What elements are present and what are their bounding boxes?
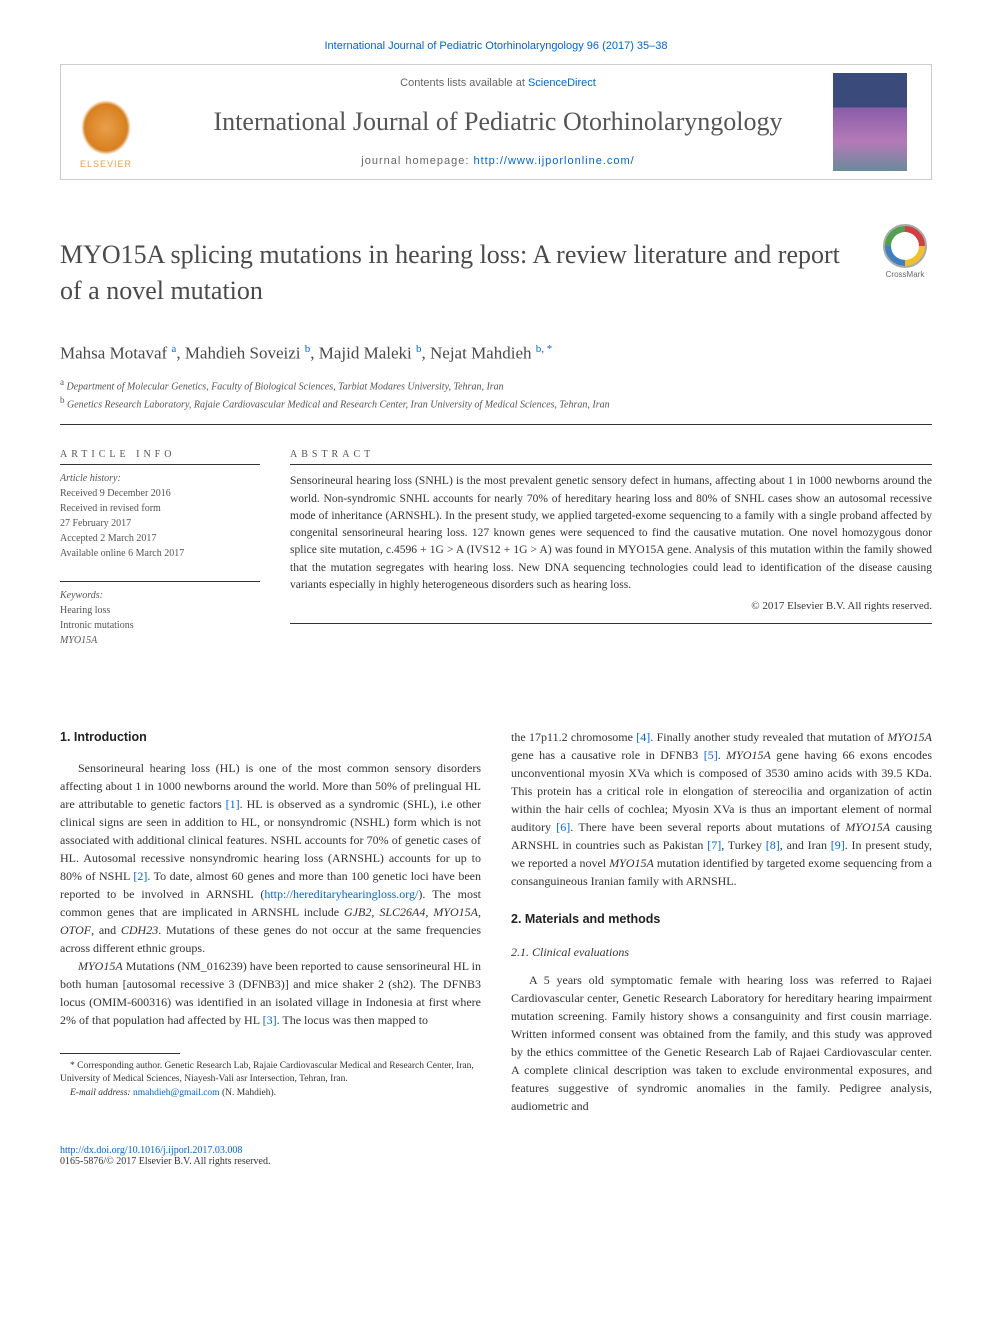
hereditary-hearing-loss-link[interactable]: http://hereditaryhearingloss.org/	[264, 887, 418, 901]
divider-rule	[60, 424, 932, 425]
elsevier-label: ELSEVIER	[80, 159, 132, 169]
left-column: 1. Introduction Sensorineural hearing lo…	[60, 728, 481, 1115]
homepage-link[interactable]: http://www.ijporlonline.com/	[473, 155, 634, 167]
elsevier-tree-icon	[81, 100, 131, 155]
intro-paragraph-2: MYO15A Mutations (NM_016239) have been r…	[60, 957, 481, 1029]
journal-header: ELSEVIER Contents lists available at Sci…	[60, 64, 932, 180]
article-info-header: ARTICLE INFO	[60, 449, 260, 460]
intro-paragraph-1: Sensorineural hearing loss (HL) is one o…	[60, 759, 481, 957]
keywords-label: Keywords:	[60, 588, 260, 603]
history-label: Article history:	[60, 471, 260, 486]
text-run: , and Iran	[780, 838, 831, 852]
journal-cover-thumbnail	[833, 73, 907, 171]
affiliations: a Department of Molecular Genetics, Facu…	[60, 376, 932, 413]
abstract-copyright: © 2017 Elsevier B.V. All rights reserved…	[290, 598, 932, 615]
affiliation-a-text: Department of Molecular Genetics, Facult…	[67, 381, 504, 392]
crossmark-icon	[883, 224, 927, 268]
article-title: MYO15A splicing mutations in hearing los…	[60, 237, 858, 307]
email-link[interactable]: nmahdieh@gmail.com	[133, 1088, 220, 1098]
affiliation-b-text: Genetics Research Laboratory, Rajaie Car…	[67, 399, 610, 410]
right-column: the 17p11.2 chromosome [4]. Finally anot…	[511, 728, 932, 1115]
ref-link-5[interactable]: [5]	[704, 748, 718, 762]
journal-cover-cell	[825, 65, 931, 179]
doi-link[interactable]: http://dx.doi.org/10.1016/j.ijporl.2017.…	[60, 1145, 242, 1156]
history-line: 27 February 2017	[60, 516, 260, 531]
text-run: . The locus was then mapped to	[277, 1013, 428, 1027]
journal-name: International Journal of Pediatric Otorh…	[181, 107, 815, 137]
contents-available-line: Contents lists available at ScienceDirec…	[181, 77, 815, 89]
page-footer: http://dx.doi.org/10.1016/j.ijporl.2017.…	[60, 1145, 932, 1167]
section-2-heading: 2. Materials and methods	[511, 910, 932, 929]
article-info-column: ARTICLE INFO Article history: Received 9…	[60, 449, 260, 668]
email-line: E-mail address: nmahdieh@gmail.com (N. M…	[60, 1087, 481, 1100]
section-1-heading: 1. Introduction	[60, 728, 481, 747]
methods-paragraph-1: A 5 years old symptomatic female with he…	[511, 971, 932, 1115]
crossmark-label: CrossMark	[878, 270, 932, 279]
ref-link-9[interactable]: [9]	[831, 838, 845, 852]
keyword-gene: MYO15A	[60, 635, 97, 646]
affiliation-b: b Genetics Research Laboratory, Rajaie C…	[60, 394, 932, 412]
crossmark-badge[interactable]: CrossMark	[878, 224, 932, 279]
contents-prefix: Contents lists available at	[400, 77, 528, 89]
email-suffix: (N. Mahdieh).	[220, 1088, 276, 1098]
text-run: the 17p11.2 chromosome	[511, 730, 636, 744]
ref-link-4[interactable]: [4]	[636, 730, 650, 744]
intro-paragraph-3: the 17p11.2 chromosome [4]. Finally anot…	[511, 728, 932, 890]
keywords-block: Keywords: Hearing loss Intronic mutation…	[60, 581, 260, 648]
homepage-prefix: journal homepage:	[361, 155, 473, 167]
keyword: MYO15A	[60, 633, 260, 648]
ref-link-3[interactable]: [3]	[263, 1013, 277, 1027]
homepage-line: journal homepage: http://www.ijporlonlin…	[181, 155, 815, 167]
body-two-column: 1. Introduction Sensorineural hearing lo…	[60, 728, 932, 1115]
sciencedirect-link[interactable]: ScienceDirect	[528, 77, 596, 89]
ref-link-7[interactable]: [7]	[707, 838, 721, 852]
corresponding-author-note: * Corresponding author. Genetic Research…	[60, 1060, 481, 1087]
citation-line: International Journal of Pediatric Otorh…	[60, 40, 932, 52]
author-list: Mahsa Motavaf a, Mahdieh Soveizi b, Maji…	[60, 343, 932, 364]
keyword: Hearing loss	[60, 603, 260, 618]
text-run: , Turkey	[721, 838, 766, 852]
history-line: Accepted 2 March 2017	[60, 531, 260, 546]
ref-link-6[interactable]: [6]	[556, 820, 570, 834]
abstract-header: ABSTRACT	[290, 449, 932, 460]
header-center: Contents lists available at ScienceDirec…	[171, 65, 825, 179]
section-2-1-heading: 2.1. Clinical evaluations	[511, 943, 932, 961]
issn-copyright-line: 0165-5876/© 2017 Elsevier B.V. All right…	[60, 1156, 932, 1167]
footnote-rule	[60, 1053, 180, 1054]
history-line: Received 9 December 2016	[60, 486, 260, 501]
email-label: E-mail address:	[70, 1088, 133, 1098]
ref-link-1[interactable]: [1]	[226, 797, 240, 811]
footnotes: * Corresponding author. Genetic Research…	[60, 1060, 481, 1100]
ref-link-2[interactable]: [2]	[133, 869, 147, 883]
history-line: Available online 6 March 2017	[60, 546, 260, 561]
abstract-text: Sensorineural hearing loss (SNHL) is the…	[290, 464, 932, 623]
elsevier-logo: ELSEVIER	[71, 89, 141, 169]
keyword: Intronic mutations	[60, 618, 260, 633]
publisher-logo-cell: ELSEVIER	[61, 65, 171, 179]
ref-link-8[interactable]: [8]	[766, 838, 780, 852]
history-line: Received in revised form	[60, 501, 260, 516]
abstract-body: Sensorineural hearing loss (SNHL) is the…	[290, 475, 932, 591]
affiliation-a: a Department of Molecular Genetics, Facu…	[60, 376, 932, 394]
abstract-column: ABSTRACT Sensorineural hearing loss (SNH…	[290, 449, 932, 668]
article-history-block: Article history: Received 9 December 201…	[60, 464, 260, 561]
